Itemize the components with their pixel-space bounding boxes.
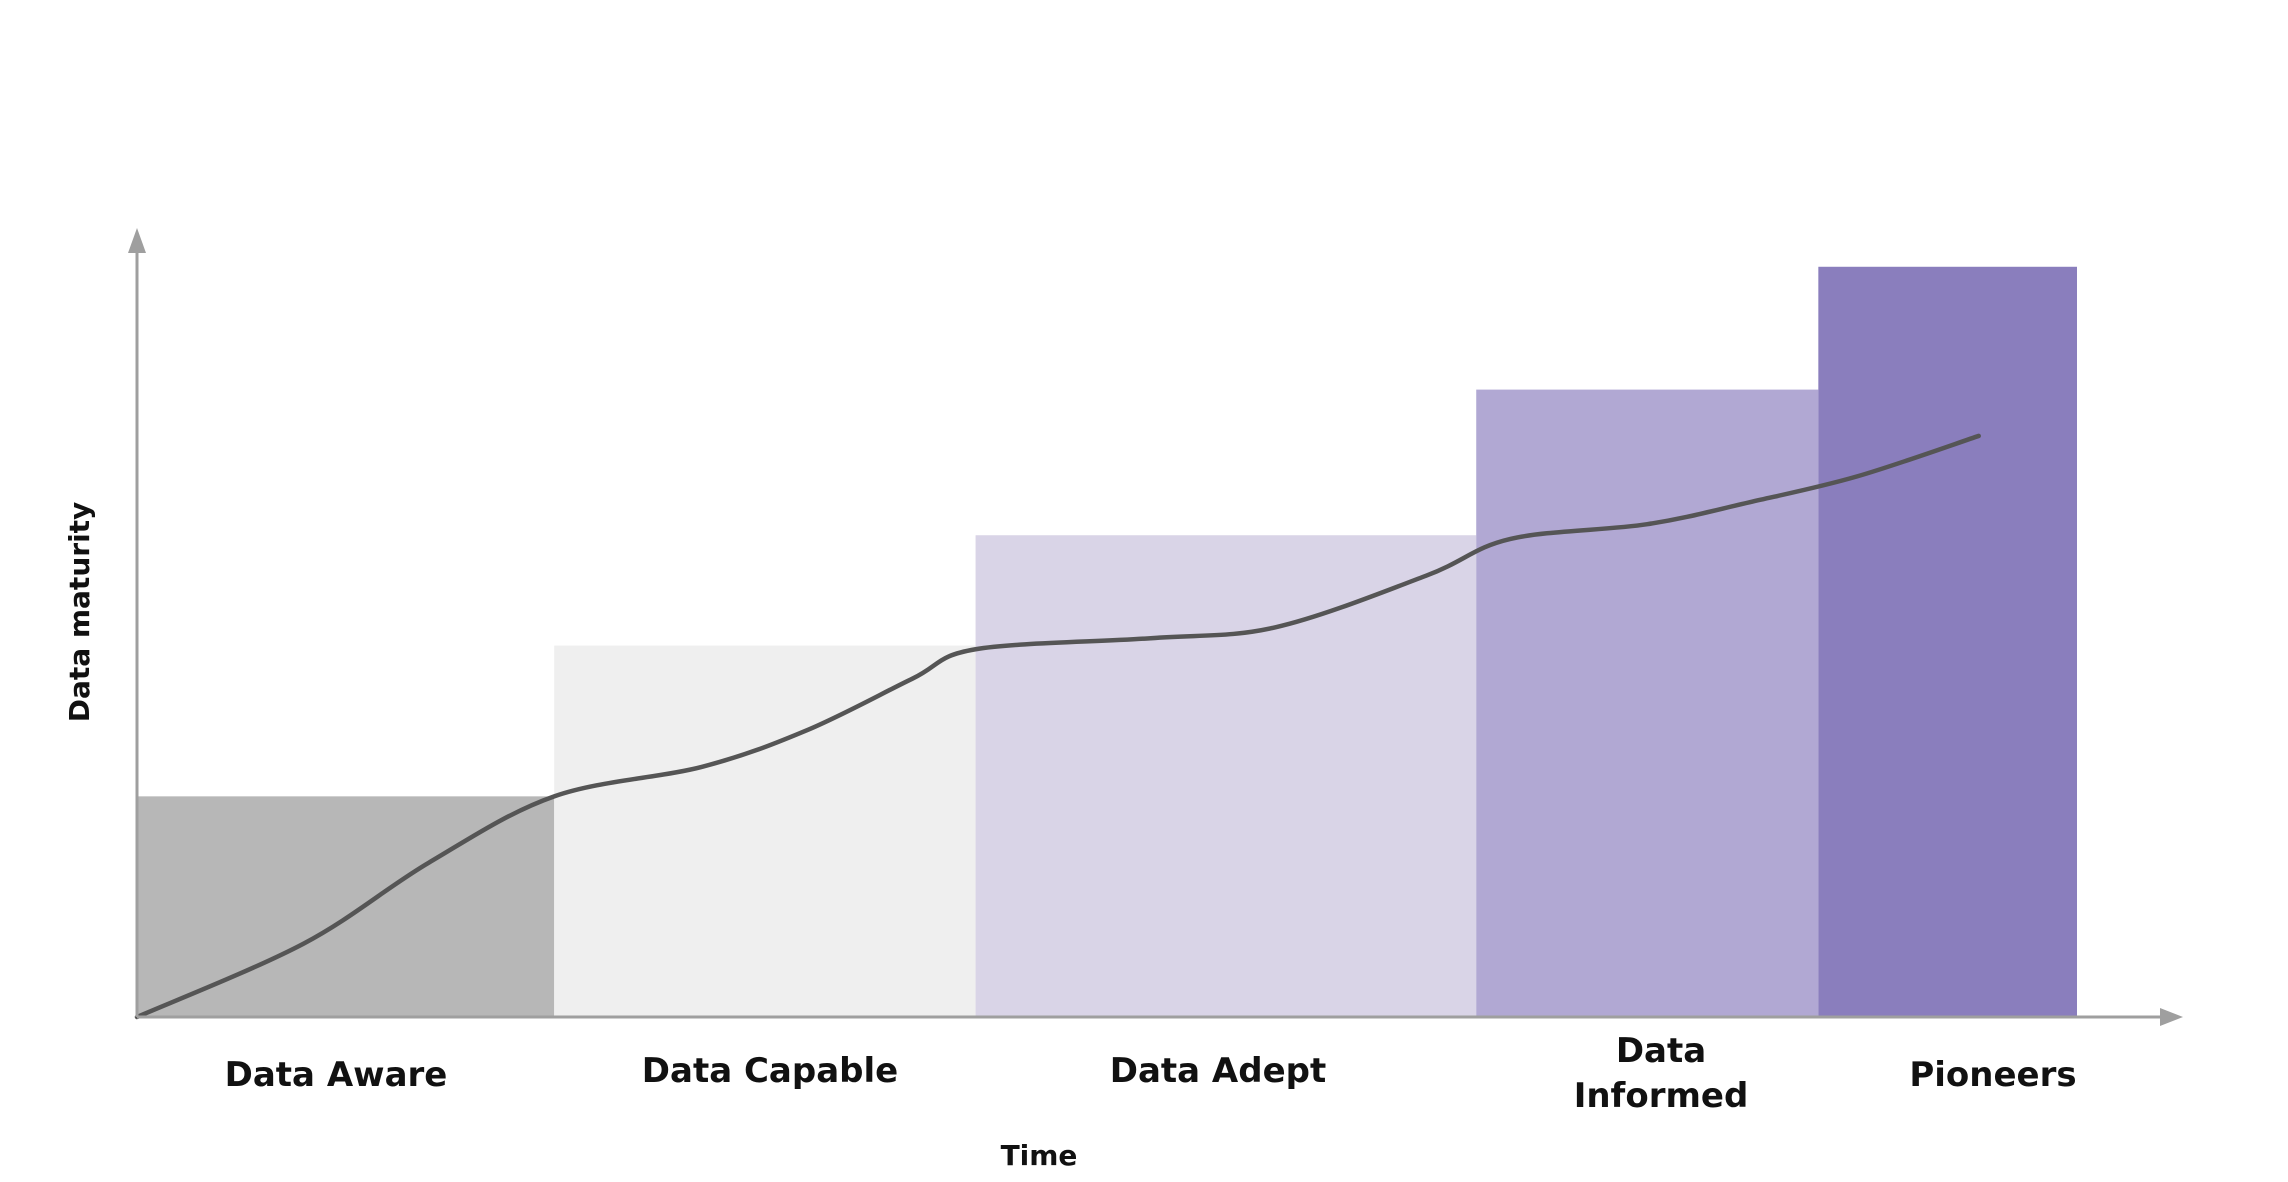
category-label: Data Capable — [642, 1051, 898, 1091]
bar-pioneers — [1818, 266, 2077, 1017]
bar-data-aware — [137, 796, 555, 1017]
y-axis-title: Data maturity — [63, 502, 96, 723]
bars-layer — [137, 266, 2077, 1017]
axes-layer — [128, 228, 2183, 1026]
x-axis-arrow-icon — [2160, 1008, 2183, 1026]
trend-line-layer — [134, 433, 1981, 1020]
category-label: Data Adept — [1110, 1051, 1327, 1091]
y-axis-arrow-icon — [128, 228, 146, 253]
bar-data-informed — [1476, 389, 1819, 1017]
category-labels: Data Aware Data Capable Data Adept Data Info… — [225, 1031, 2077, 1116]
x-axis-title: Time — [1001, 1139, 1078, 1172]
trend-line — [134, 433, 1981, 1020]
category-label: Pioneers — [1909, 1055, 2076, 1095]
category-label: Data Aware — [225, 1055, 448, 1095]
bar-data-capable — [554, 645, 976, 1017]
category-label: Data Informed — [1574, 1031, 1749, 1116]
bar-data-adept — [975, 535, 1477, 1017]
